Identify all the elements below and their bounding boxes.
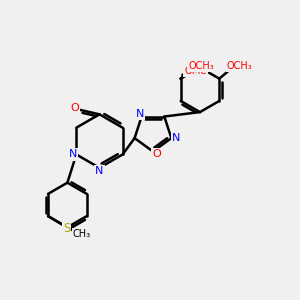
Text: CH₃: CH₃ xyxy=(73,229,91,239)
Text: OCH₃: OCH₃ xyxy=(188,61,214,70)
Text: N: N xyxy=(136,109,144,118)
Text: O: O xyxy=(152,149,161,160)
Text: N: N xyxy=(95,167,104,176)
Text: OMe: OMe xyxy=(184,66,207,76)
Text: N: N xyxy=(69,149,77,160)
Text: S: S xyxy=(63,221,70,235)
Text: N: N xyxy=(172,133,180,143)
Text: O: O xyxy=(70,103,79,113)
Text: OCH₃: OCH₃ xyxy=(226,61,252,70)
